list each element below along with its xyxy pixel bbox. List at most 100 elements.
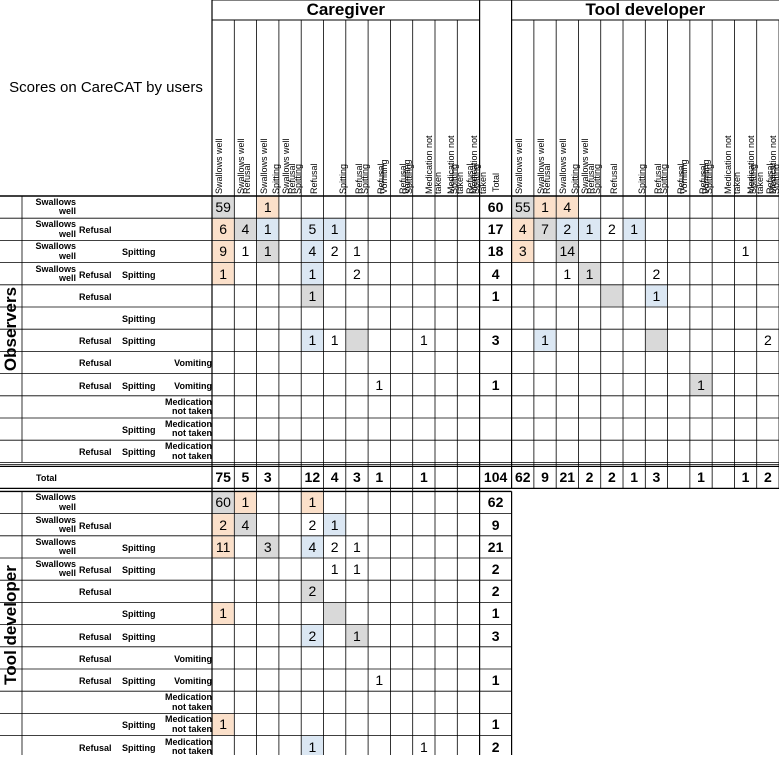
obs-td-cell: 1 [585,221,594,238]
observers-row-header-refusal: Refusal [79,380,112,391]
tooldev-col-header-text: Vomiting [678,159,689,194]
tooldev-col-header-text: Swallows well [513,138,524,194]
tooldev-row-header-extra: Vomiting [174,676,212,686]
shade-obs-cg [212,240,234,263]
caregiver-col-header-text: Refusal [242,163,253,194]
tooldev-row-header-refusal: Refusal [79,676,112,686]
grand-total: 104 [483,469,508,486]
obs-cg-cell: 1 [241,243,250,260]
shade-td-cg [301,625,323,647]
tooldev-row-total: 3 [491,627,500,644]
td-cg-cell: 4 [308,538,317,555]
shade-obs-td [578,218,601,240]
tooldev-col-total: 1 [630,469,639,486]
observers-row-header-refusal: Refusal [79,336,112,347]
tooldev-col-header-text: Medication not taken [723,135,743,194]
tooldev-row-header-swallows: Swallows well [35,514,76,535]
obs-td-cell: 1 [563,265,572,282]
tooldev-col-total: 3 [652,469,661,486]
shade-td-cg [324,514,346,536]
shade-obs-td [690,374,712,396]
td-cg-cell: 1 [330,561,339,578]
caregiver-col-header-text: Spitting [292,163,303,194]
tooldev-col-header-text: Swallows well [558,138,569,194]
observer-row-total: 1 [491,287,500,304]
caregiver-col-total: 1 [375,469,384,486]
shade-obs-td [556,196,578,218]
shade-td-cg [301,580,323,602]
shade-obs-td [512,240,534,263]
tooldev-row-header-swallows: Swallows well [35,492,76,512]
shade-obs-cg [301,218,323,240]
shade-td-cg [301,491,323,514]
tooldev-row-header-refusal: Refusal [79,742,112,753]
td-cg-cell: 1 [308,738,317,755]
shade-td-cg [212,514,234,536]
tooldev-row-total: 1 [491,672,500,689]
shade-obs-td [556,218,578,240]
shade-obs-td [534,329,556,351]
shade-obs-td [512,196,534,218]
shade-obs-cg [301,240,323,263]
shade-obs-cg [324,218,346,240]
td-cg-cell: 2 [308,627,317,644]
tooldev-col-header-text: Spitting [659,163,670,194]
observers-row-header-extra: Medication not taken [164,396,212,417]
td-cg-cell: 1 [353,627,361,644]
td-cg-cell: 1 [375,672,384,689]
observers-row-header-extra: Medication not taken [164,419,212,439]
observers-row-header-refusal: Refusal [79,225,112,236]
observers-row-header-extra: Vomiting [174,358,212,369]
td-cg-cell: 1 [330,516,339,533]
obs-cg-cell: 1 [219,265,228,282]
tooldev-row-header-spitting: Spitting [122,565,156,575]
tooldev-col-header-text: Vomiting [701,159,712,194]
tooldev-col-total: 2 [607,469,616,486]
obs-cg-cell: 1 [308,332,317,349]
tooldev-row-total: 2 [491,561,500,578]
observers-row-header-spitting: Spitting [122,269,156,280]
shade-obs-td [534,196,556,218]
tooldev-row-header-spitting: Spitting [122,609,156,620]
observers-row-header-swallows: Swallows well [35,241,76,261]
obs-cg-cell: 1 [353,243,361,260]
obs-cg-cell: 1 [308,265,317,282]
observers-row-header-extra: Vomiting [174,380,212,391]
td-cg-cell: 1 [219,716,228,733]
tooldev-row-total: 21 [487,538,504,555]
obs-td-cell: 7 [541,221,549,238]
tooldev-row-header-refusal: Refusal [79,587,112,598]
shade-td-cg [324,602,346,625]
tooldev-row-header-extra: Medication not taken [164,692,212,712]
obs-td-cell: 14 [559,243,576,260]
obs-td-cell: 3 [518,243,527,260]
tooldev-row-total: 1 [491,716,500,733]
row-group-observers: Observers [1,287,20,372]
obs-cg-cell: 1 [308,287,317,304]
obs-cg-cell: 5 [308,221,317,238]
corner-title: Scores on CareCAT by users [9,79,203,96]
shade-obs-cg [301,263,323,285]
shade-obs-td [645,329,668,351]
observers-row-header-spitting: Spitting [122,336,156,347]
obs-td-cell: 1 [652,287,661,304]
td-cg-cell: 2 [308,516,317,533]
shade-obs-cg [212,263,234,285]
obs-td-cell: 4 [563,199,572,216]
tooldev-col-total: 21 [559,469,576,486]
obs-td-cell: 55 [514,199,531,216]
obs-td-cell: 2 [607,221,616,238]
tooldev-col-total: 9 [541,469,549,486]
shade-td-cg [234,491,257,514]
shade-obs-cg [301,285,323,307]
tooldev-row-total: 2 [491,738,500,755]
shade-td-cg [257,536,279,558]
obs-cg-cell: 1 [330,221,339,238]
caregiver-col-header-text: Medication not taken [446,135,466,194]
tooldev-row-header-extra: Vomiting [174,653,212,664]
tooldev-row-header-refusal: Refusal [79,631,112,642]
obs-cg-cell: 1 [263,199,272,216]
shade-obs-td [623,218,645,240]
shade-td-cg [234,514,257,536]
caregiver-col-header-text: Spitting [359,163,370,194]
